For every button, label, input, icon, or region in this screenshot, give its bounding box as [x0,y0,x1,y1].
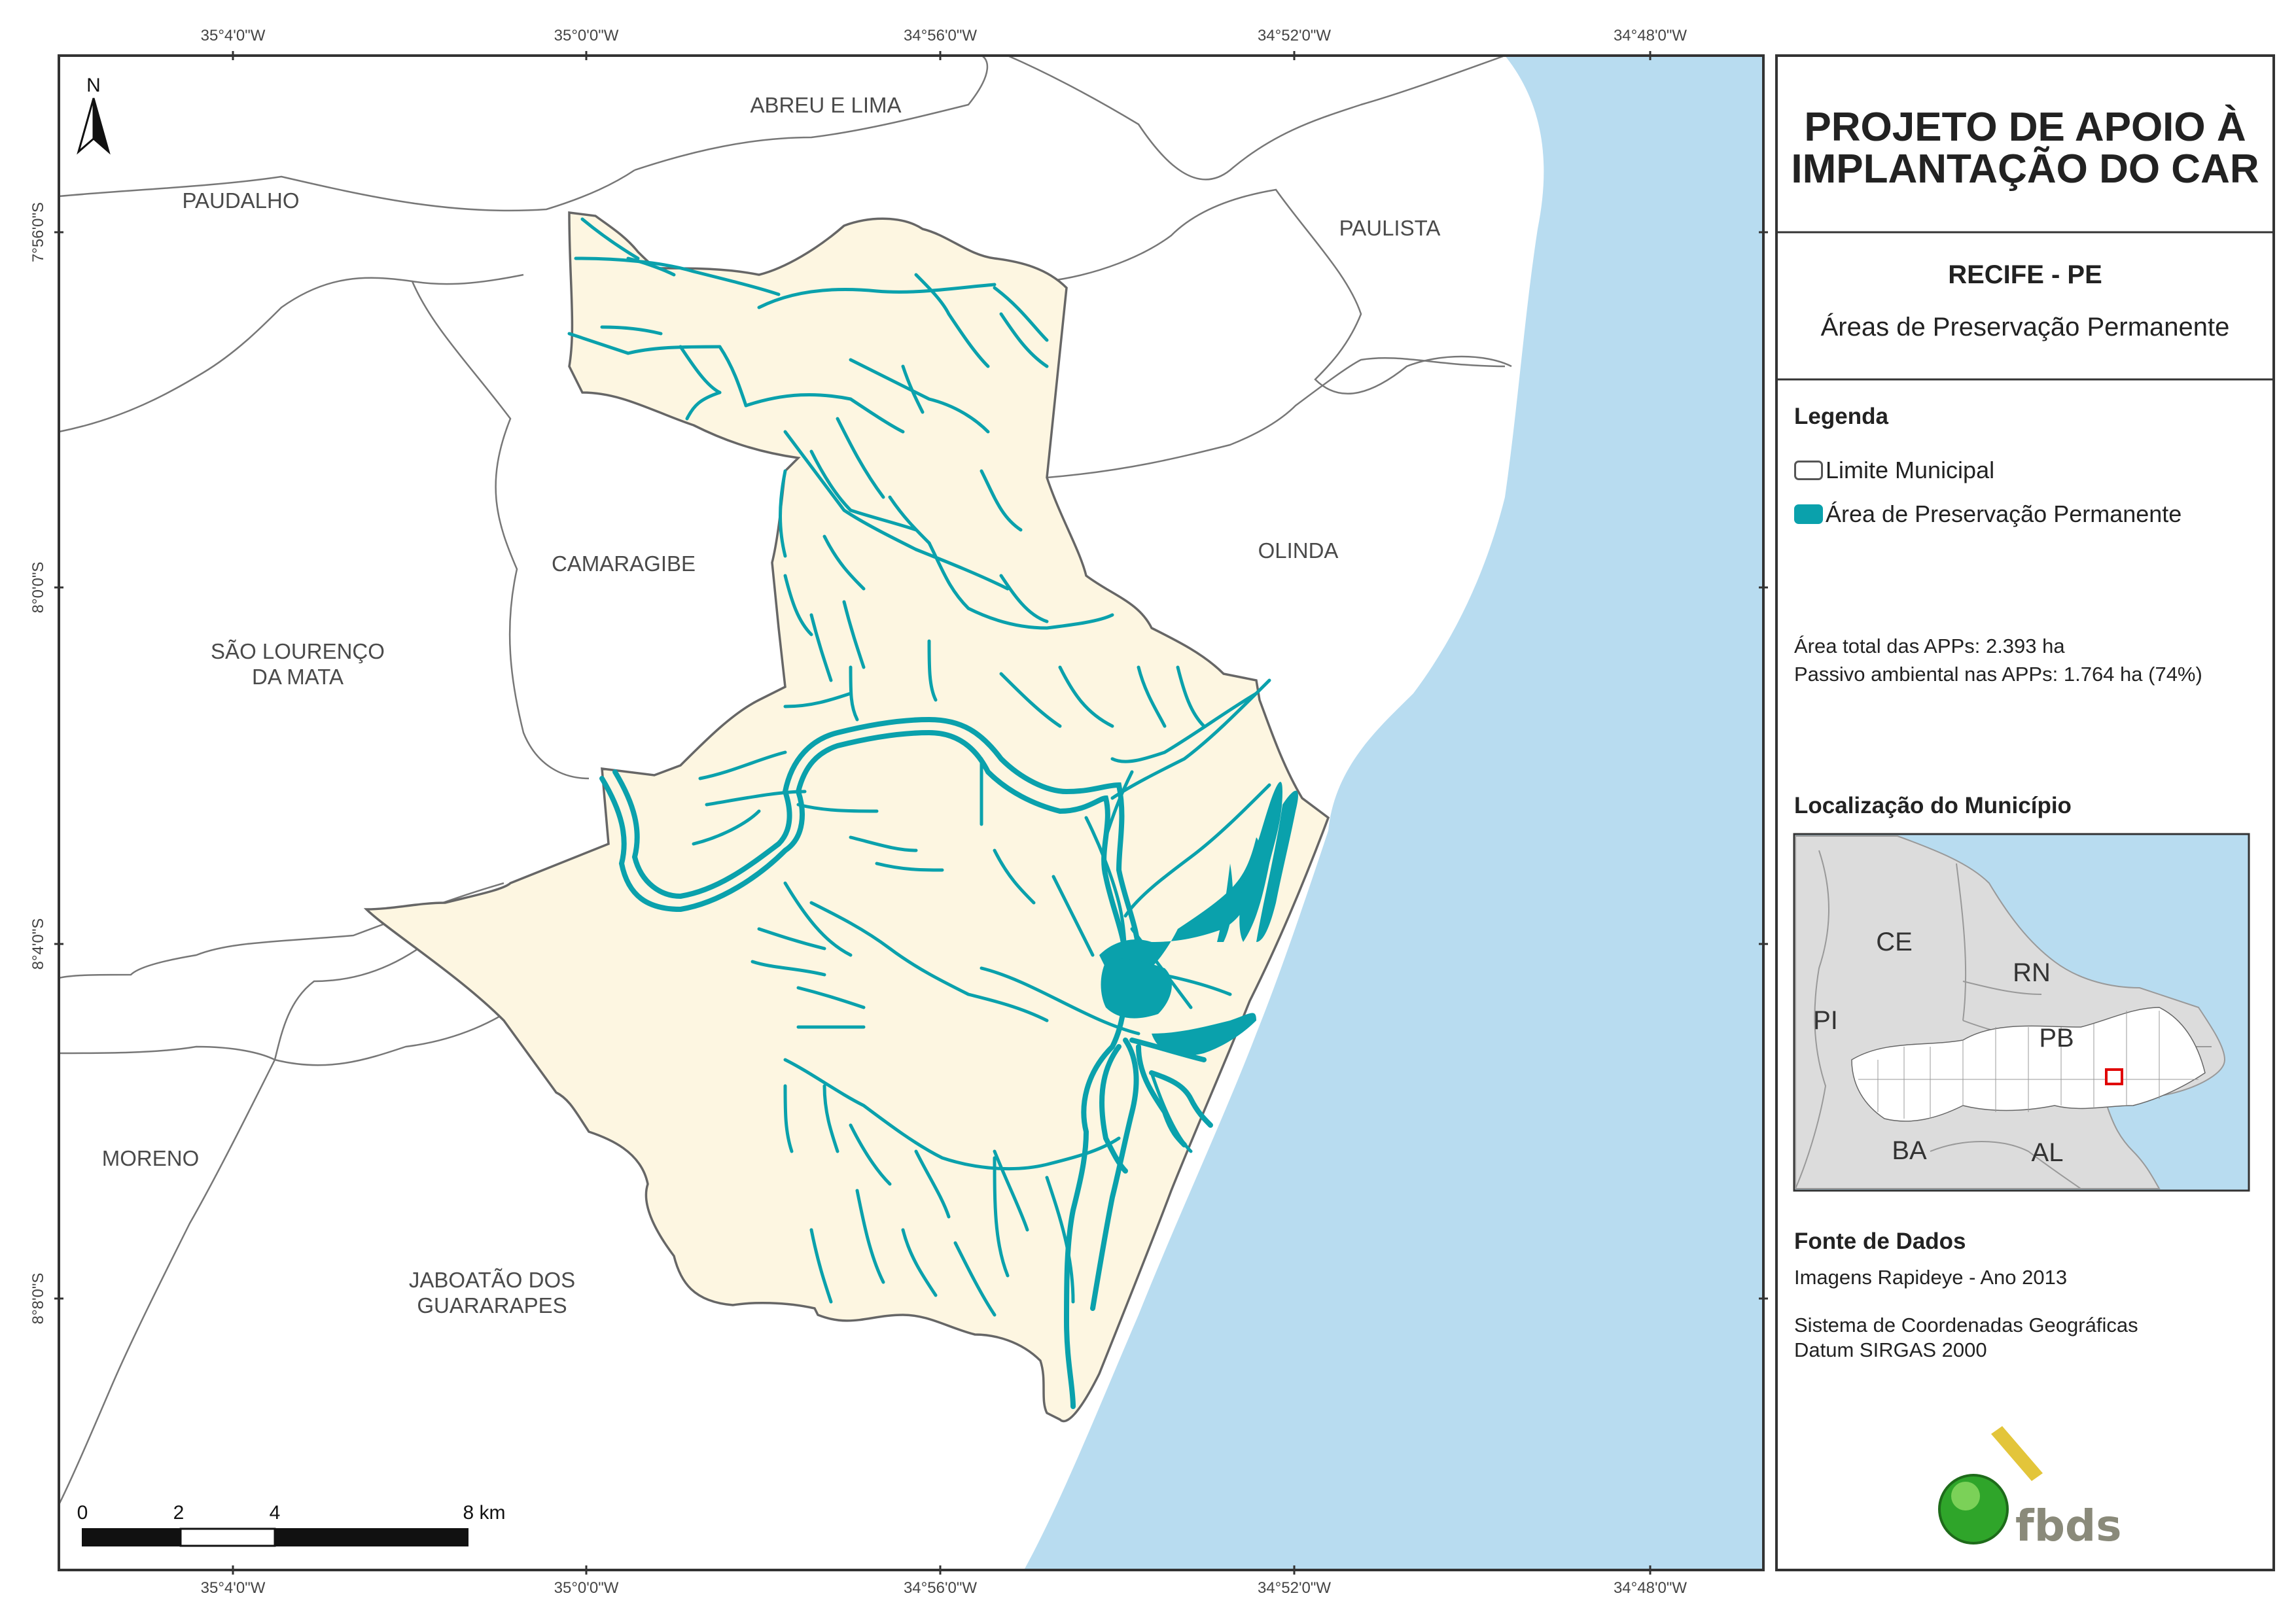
locator-highlight [2105,1068,2123,1085]
municipality-title: RECIFE - PE [1948,260,2102,289]
legend-item-app: Área de Preservação Permanente [1794,500,2181,528]
label-camaragibe: CAMARAGIBE [552,551,696,576]
state-label: PB [2039,1024,2074,1053]
scale-label: 4 [270,1502,281,1524]
logo-text: fbds [2015,1501,2122,1551]
state-label: CE [1876,928,1913,956]
lon-label-bottom: 35°4'0"W [201,1579,266,1597]
lon-label-top: 35°0'0"W [554,27,619,44]
legend-title: Legenda [1794,404,1888,429]
north-arrow-icon: N [77,75,111,155]
panel-title-line1: PROJETO DE APOIO À [1804,105,2246,150]
lon-label-top: 34°48'0"W [1614,27,1687,44]
scale-label: 8 km [463,1502,505,1524]
app-main-rivers [599,716,1213,1409]
stat-value: 2.393 ha [1985,635,2065,657]
label-jaboatao-dos-guararapes: JABOATÃO DOS [409,1268,575,1292]
ocean [1024,56,1763,1570]
source-line: Datum SIRGAS 2000 [1794,1338,1987,1361]
scale-bar: 0 2 4 8 km [77,1502,506,1547]
legend-label: Área de Preservação Permanente [1826,500,2182,527]
lon-label-top: 34°52'0"W [1258,27,1331,44]
label-olinda: OLINDA [1258,538,1339,563]
map-frame [58,54,1765,1571]
state-label: RN [2013,958,2051,987]
locator-map: CE RN PI PB BA AL [1793,833,2250,1192]
app-streams [567,217,1271,1317]
stat-label: Passivo ambiental nas APPs: [1794,663,2058,686]
panel-title-line2: IMPLANTAÇÃO DO CAR [1791,147,2259,192]
label-sao-lourenco-da-mata: SÃO LOURENÇO [211,639,385,663]
lat-label: 7°56'0"S [29,202,47,262]
app-estuary [1099,782,1298,1056]
legend-swatch-app [1794,504,1823,524]
fbds-logo: fbds [1938,1426,2122,1551]
lon-label-top: 34°56'0"W [904,27,977,44]
label-abreu-e-lima: ABREU E LIMA [750,93,901,117]
legend-item-limite-municipal: Limite Municipal [1794,457,1994,484]
state-label: PI [1813,1006,1838,1035]
scale-label: 2 [173,1502,185,1524]
lon-label-top: 35°4'0"W [201,27,266,44]
lon-label-bottom: 35°0'0"W [554,1579,619,1597]
recife-municipality [363,211,1330,1423]
stat-label: Área total das APPs: [1794,635,1981,657]
source-title: Fonte de Dados [1794,1229,1966,1254]
lat-label: 8°0'0"S [29,562,47,614]
stat-total-area: Área total das APPs: 2.393 ha [1794,635,2065,658]
source-line: Sistema de Coordenadas Geográficas [1794,1314,2138,1336]
lon-label-bottom: 34°52'0"W [1258,1579,1331,1597]
legend-label: Limite Municipal [1826,457,1995,483]
source-line: Imagens Rapideye - Ano 2013 [1794,1266,2068,1289]
lat-label: 8°8'0"S [29,1273,47,1325]
graticule-ticks [54,51,1768,1575]
label-paudalho: PAUDALHO [182,188,299,213]
label-moreno: MORENO [102,1146,200,1170]
state-label: AL [2032,1138,2064,1167]
lat-label: 8°4'0"S [29,918,47,970]
map-subject: Áreas de Preservação Permanente [1820,313,2230,341]
label-sao-lourenco-da-mata: DA MATA [252,665,344,689]
label-paulista: PAULISTA [1339,216,1441,240]
info-panel-frame [1775,54,2275,1571]
legend-swatch-boundary [1794,461,1823,480]
lon-label-bottom: 34°56'0"W [904,1579,977,1597]
lon-label-bottom: 34°48'0"W [1614,1579,1687,1597]
stat-passivo: Passivo ambiental nas APPs: 1.764 ha (74… [1794,663,2202,686]
label-jaboatao-dos-guararapes: GUARARAPES [417,1293,567,1318]
stat-value: 1.764 ha (74%) [2063,663,2202,686]
north-label: N [86,75,101,96]
location-title: Localização do Município [1794,793,2072,818]
scale-label: 0 [77,1502,88,1524]
state-label: BA [1892,1136,1927,1165]
